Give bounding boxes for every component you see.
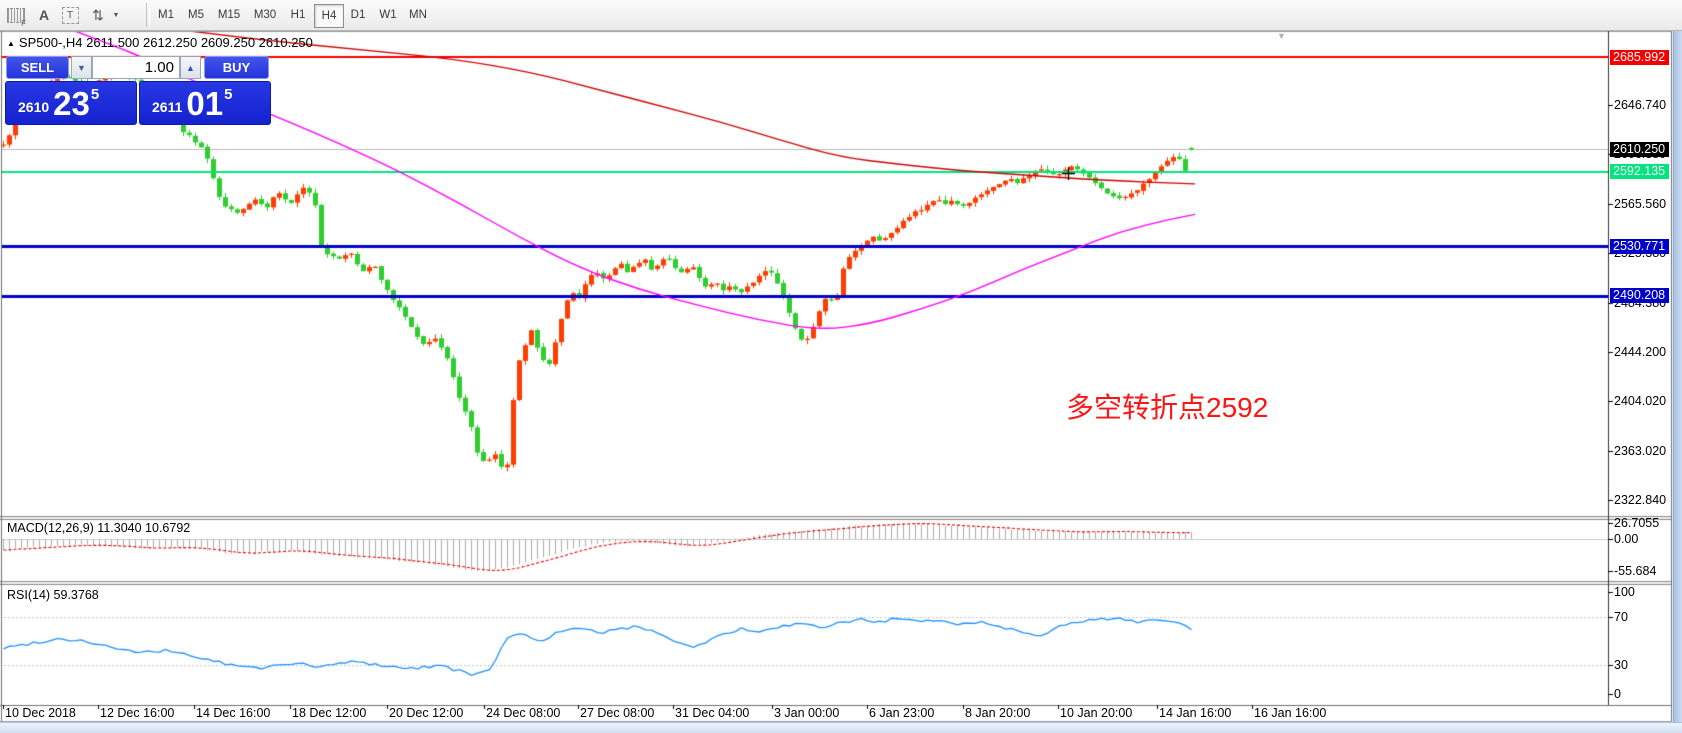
one-click-trade-panel: SELL ▼ ▲ BUY 2610 23 5 2611 01 5 (5, 56, 271, 126)
textbox-tool-icon[interactable]: T (58, 3, 82, 27)
chart-annotation-text: 多空转折点2592 (1066, 392, 1269, 423)
toolbar-separator (146, 3, 150, 27)
label-tool-icon[interactable]: A (38, 7, 50, 23)
price-axis-tick: 2363.020 (1614, 443, 1667, 458)
window-bottom-edge (0, 722, 1682, 733)
timeframe-button-d1[interactable]: D1 (350, 9, 366, 21)
sell-button[interactable]: SELL (6, 56, 69, 79)
rsi-axis-tick: 30 (1614, 658, 1628, 672)
textbox-tool-icon: T (61, 6, 79, 24)
sell-price-prefix: 2610 (18, 99, 50, 115)
price-level-box: 2610.250 (1610, 141, 1670, 157)
price-level-box: 2592.135 (1610, 164, 1670, 180)
timeframe-button-w1[interactable]: W1 (379, 9, 397, 21)
window-right-edge (1673, 30, 1682, 732)
time-axis-label: 14 Dec 16:00 (196, 706, 271, 720)
rsi-axis-tick: 100 (1614, 585, 1635, 599)
time-axis-label: 31 Dec 04:00 (675, 706, 750, 720)
pattern-grid-icon: F (7, 7, 26, 28)
timeframe-button-m5[interactable]: M5 (188, 9, 204, 21)
volume-increase-button[interactable]: ▲ (180, 56, 201, 79)
time-axis-label: 12 Dec 16:00 (100, 706, 175, 720)
chart-header: ▲ SP500-,H4 2611.500 2612.250 2609.250 26… (7, 35, 313, 50)
macd-axis-tick: -55.684 (1614, 564, 1657, 578)
timeframe-button-m15[interactable]: M15 (217, 9, 241, 21)
price-level-box: 2685.992 (1610, 49, 1670, 65)
chart-collapse-icon[interactable]: ▼ (1277, 31, 1286, 41)
symbol-ohlc-text: SP500-,H4 2611.500 2612.250 2609.250 261… (18, 35, 313, 50)
time-axis-label: 27 Dec 08:00 (580, 706, 655, 720)
rsi-axis-tick: 70 (1614, 610, 1628, 624)
buy-price-prefix: 2611 (152, 99, 183, 115)
buy-price-sup: 5 (224, 86, 233, 103)
time-axis-label: 14 Jan 16:00 (1159, 706, 1232, 720)
time-axis-label: 3 Jan 00:00 (774, 706, 840, 720)
cycle-dropdown-caret-icon[interactable]: ▼ (112, 11, 120, 19)
buy-button[interactable]: BUY (204, 56, 269, 79)
time-axis-label: 18 Dec 12:00 (292, 706, 367, 720)
timeframe-button-m30[interactable]: M30 (253, 9, 277, 21)
timeframe-button-mn[interactable]: MN (409, 9, 427, 21)
price-axis-tick: 2646.740 (1614, 98, 1667, 112)
time-axis-label: 24 Dec 08:00 (486, 706, 561, 720)
timeframe-button-h1[interactable]: H1 (290, 9, 306, 21)
macd-axis-tick: 0.00 (1614, 532, 1639, 546)
time-axis-label: 10 Jan 20:00 (1060, 706, 1133, 720)
buy-price-display[interactable]: 2611 01 5 (139, 81, 271, 125)
price-axis-tick: 2444.200 (1614, 344, 1667, 359)
pattern-grid-icon[interactable]: F (4, 3, 28, 28)
time-axis-label: 8 Jan 20:00 (965, 706, 1031, 720)
buy-price-big: 01 (186, 84, 224, 122)
time-axis-label: 16 Jan 16:00 (1254, 706, 1327, 720)
time-axis-label: 10 Dec 2018 (5, 706, 76, 720)
rsi-axis-tick: 0 (1614, 687, 1621, 701)
time-axis-label: 20 Dec 12:00 (389, 706, 464, 720)
volume-decrease-button[interactable]: ▼ (71, 56, 92, 79)
volume-input[interactable] (92, 56, 180, 79)
sell-price-big: 23 (53, 84, 90, 122)
sell-price-sup: 5 (90, 86, 100, 103)
toolbar: F A T ⇅ ▼ M1 M5 M15 M30 H1 H4 D1 W1 MN (0, 0, 1682, 31)
timeframe-button-h4[interactable]: H4 (314, 4, 344, 28)
price-level-box: 2490.208 (1610, 288, 1670, 304)
price-level-box: 2530.771 (1610, 238, 1670, 254)
cycle-timeframe-icon[interactable]: ⇅ (92, 6, 104, 23)
price-axis-tick: 2565.560 (1614, 196, 1667, 211)
macd-label: MACD(12,26,9) 11.3040 10.6792 (7, 521, 191, 535)
sell-price-display[interactable]: 2610 23 5 (5, 81, 137, 125)
price-axis-tick: 2322.840 (1614, 492, 1667, 507)
rsi-label: RSI(14) 59.3768 (7, 588, 99, 602)
macd-axis-tick: 26.7055 (1614, 516, 1660, 530)
time-axis-label: 6 Jan 23:00 (869, 706, 935, 720)
price-axis-tick: 2404.020 (1614, 393, 1667, 408)
symbol-collapse-icon: ▲ (7, 39, 15, 48)
timeframe-button-m1[interactable]: M1 (158, 9, 174, 21)
